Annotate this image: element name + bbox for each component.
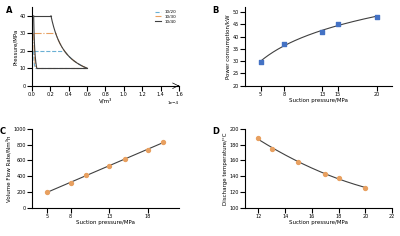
Point bbox=[268, 147, 275, 151]
Y-axis label: Pressure/MPa: Pressure/MPa bbox=[13, 28, 18, 65]
Y-axis label: Volume Flow Rate/Nm³h: Volume Flow Rate/Nm³h bbox=[6, 135, 12, 202]
Y-axis label: Discharge temperature/°C: Discharge temperature/°C bbox=[223, 132, 228, 205]
Point bbox=[295, 160, 302, 164]
Text: B: B bbox=[213, 5, 219, 14]
Text: D: D bbox=[213, 127, 220, 136]
Point bbox=[68, 181, 74, 184]
Point bbox=[362, 186, 368, 190]
Point bbox=[122, 157, 128, 161]
Point bbox=[257, 60, 264, 64]
Point bbox=[373, 15, 380, 19]
Point bbox=[83, 173, 89, 177]
Y-axis label: Power consumption/kW: Power consumption/kW bbox=[226, 14, 231, 79]
Text: A: A bbox=[6, 5, 12, 14]
X-axis label: Suction pressure/MPa: Suction pressure/MPa bbox=[289, 220, 348, 225]
Point bbox=[145, 148, 151, 152]
X-axis label: V/m³: V/m³ bbox=[99, 98, 112, 104]
Legend: 10/20, 10/30, 10/40: 10/20, 10/30, 10/40 bbox=[154, 9, 177, 25]
X-axis label: Suction pressure/MPa: Suction pressure/MPa bbox=[76, 220, 135, 225]
Point bbox=[160, 140, 167, 143]
Point bbox=[335, 176, 342, 180]
Point bbox=[255, 137, 262, 140]
Point bbox=[44, 190, 51, 194]
Text: C: C bbox=[0, 127, 6, 136]
Point bbox=[106, 164, 112, 168]
X-axis label: Suction pressure/MPa: Suction pressure/MPa bbox=[289, 98, 348, 103]
Point bbox=[322, 172, 328, 176]
Point bbox=[280, 42, 287, 46]
Point bbox=[319, 30, 326, 34]
Point bbox=[335, 22, 341, 26]
